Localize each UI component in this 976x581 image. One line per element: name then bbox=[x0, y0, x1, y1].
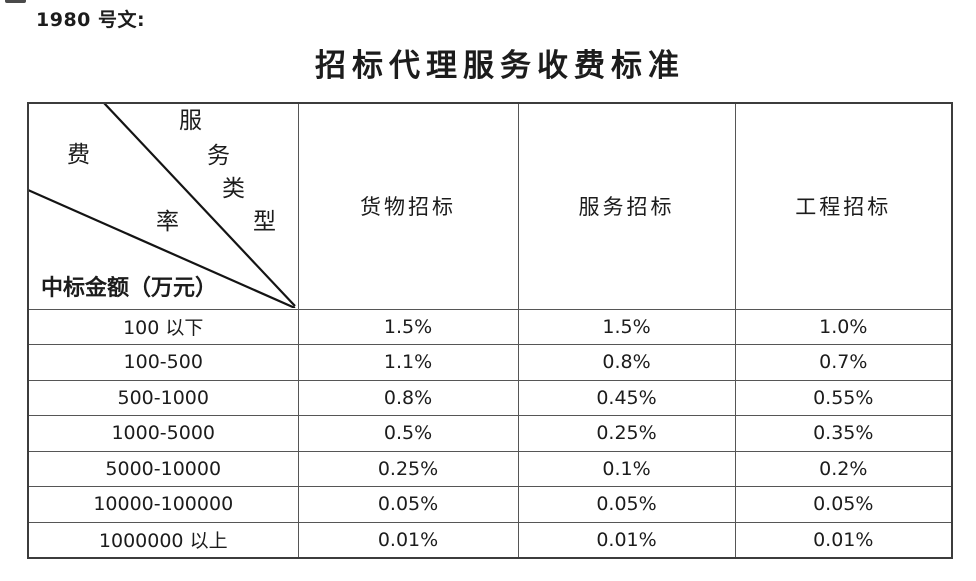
rate-cell-engineering: 1.0% bbox=[734, 308, 953, 345]
service-type-char-1: 服 bbox=[179, 108, 202, 135]
diagonal-corner-inner: 服 务 类 型 费 率 中标金额（万元） bbox=[29, 104, 297, 309]
service-type-char-3: 类 bbox=[222, 176, 245, 203]
diagonal-line-upper bbox=[103, 104, 296, 308]
column-header-engineering: 工程招标 bbox=[734, 102, 953, 310]
table-row: 1000-5000 0.5% 0.25% 0.35% bbox=[27, 415, 953, 452]
table-row: 500-1000 0.8% 0.45% 0.55% bbox=[27, 379, 953, 416]
rate-cell-services: 0.8% bbox=[517, 344, 736, 381]
service-type-char-4: 型 bbox=[253, 209, 276, 236]
table-row: 5000-10000 0.25% 0.1% 0.2% bbox=[27, 450, 953, 487]
amount-axis-label: 中标金额（万元） bbox=[41, 275, 218, 302]
column-header-services: 服务招标 bbox=[517, 102, 736, 310]
rate-cell-engineering: 0.01% bbox=[734, 521, 953, 558]
rate-cell-goods: 0.5% bbox=[297, 415, 519, 452]
amount-range-cell: 500-1000 bbox=[27, 379, 299, 416]
column-header-goods: 货物招标 bbox=[297, 102, 519, 310]
amount-range-cell: 1000000 以上 bbox=[27, 521, 299, 558]
header-row: 服 务 类 型 费 率 中标金额（万元） 货物招标 服务招标 工程招标 bbox=[27, 102, 953, 310]
doc-number-label: 1980 号文: bbox=[36, 9, 146, 31]
amount-range-cell: 5000-10000 bbox=[27, 450, 299, 487]
diagonal-line-lower bbox=[29, 189, 296, 309]
rate-cell-services: 0.01% bbox=[517, 521, 736, 558]
rate-cell-goods: 0.01% bbox=[297, 521, 519, 558]
scan-artifact bbox=[5, 0, 26, 3]
rate-cell-services: 0.25% bbox=[517, 415, 736, 452]
rate-cell-goods: 0.05% bbox=[297, 486, 519, 523]
rate-cell-engineering: 0.55% bbox=[734, 379, 953, 416]
rate-cell-services: 0.05% bbox=[517, 486, 736, 523]
rate-cell-goods: 0.8% bbox=[297, 379, 519, 416]
rate-cell-goods: 0.25% bbox=[297, 450, 519, 487]
amount-range-cell: 100-500 bbox=[27, 344, 299, 381]
rate-cell-services: 1.5% bbox=[517, 308, 736, 345]
rate-char-1: 费 bbox=[67, 142, 90, 169]
diagonal-corner-cell: 服 务 类 型 费 率 中标金额（万元） bbox=[27, 102, 299, 310]
table-row: 100 以下 1.5% 1.5% 1.0% bbox=[27, 308, 953, 345]
amount-range-cell: 100 以下 bbox=[27, 308, 299, 345]
rate-cell-engineering: 0.7% bbox=[734, 344, 953, 381]
amount-range-cell: 10000-100000 bbox=[27, 486, 299, 523]
page-title: 招标代理服务收费标准 bbox=[315, 48, 685, 84]
rate-cell-services: 0.45% bbox=[517, 379, 736, 416]
amount-range-cell: 1000-5000 bbox=[27, 415, 299, 452]
rate-cell-services: 0.1% bbox=[517, 450, 736, 487]
service-type-char-2: 务 bbox=[207, 143, 230, 170]
rate-char-2: 率 bbox=[156, 209, 179, 236]
rate-cell-engineering: 0.35% bbox=[734, 415, 953, 452]
table-row: 1000000 以上 0.01% 0.01% 0.01% bbox=[27, 521, 953, 558]
fee-standard-table: 服 务 类 型 费 率 中标金额（万元） 货物招标 服务招标 工程招标 100 … bbox=[27, 102, 953, 559]
table-row: 10000-100000 0.05% 0.05% 0.05% bbox=[27, 486, 953, 523]
rate-cell-goods: 1.1% bbox=[297, 344, 519, 381]
rate-cell-goods: 1.5% bbox=[297, 308, 519, 345]
rate-cell-engineering: 0.05% bbox=[734, 486, 953, 523]
table-row: 100-500 1.1% 0.8% 0.7% bbox=[27, 344, 953, 381]
rate-cell-engineering: 0.2% bbox=[734, 450, 953, 487]
diagonal-lines bbox=[29, 104, 296, 309]
